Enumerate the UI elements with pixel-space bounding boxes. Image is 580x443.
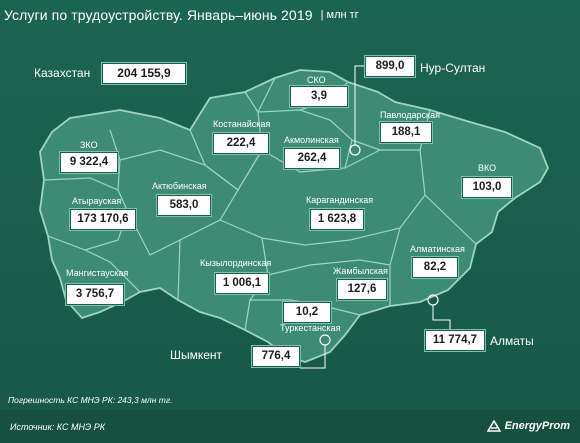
- shymkent-value: 776,4: [251, 345, 301, 368]
- kostanay-value: 222,4: [212, 132, 270, 155]
- title-bar: Услуги по трудоустройству. Январь–июнь 2…: [4, 4, 359, 26]
- zhambyl-border: [267, 227, 401, 276]
- vko-value: 103,0: [461, 176, 513, 199]
- energyprom-logo-icon: [486, 420, 501, 432]
- nur-sultan-leader: [354, 65, 365, 145]
- nur-sultan-label: Нур-Султан: [420, 61, 486, 75]
- turkestan-label: Туркестанская: [280, 323, 341, 333]
- aktobe-border: [119, 149, 239, 256]
- almaty-region-label: Алматинская: [410, 244, 465, 254]
- shymkent-leader: [300, 345, 326, 369]
- aktobe-value: 583,0: [156, 194, 212, 217]
- logo-text: EnergyProm: [504, 420, 570, 432]
- atyrau-border: [47, 189, 129, 251]
- atyrau-value: 173 170,6: [69, 208, 137, 231]
- shymkent-label: Шымкент: [170, 348, 223, 362]
- source-text: Источник: КС МНЭ РК: [10, 422, 106, 432]
- akmola-label: Акмолинская: [284, 135, 339, 145]
- aktobe-label: Актюбинская: [152, 181, 207, 191]
- almaty-region-value: 82,2: [411, 256, 459, 279]
- turkestan-value: 10,2: [282, 301, 332, 324]
- zko-label: ЗКО: [80, 140, 98, 150]
- logo: EnergyProm: [486, 420, 570, 432]
- akmola-value: 262,4: [283, 147, 341, 170]
- mangystau-border: [84, 249, 141, 293]
- mangystau-value: 3 756,7: [65, 283, 125, 306]
- sko-value: 3,9: [289, 85, 349, 108]
- pavlodar-value: 188,1: [379, 121, 433, 144]
- zko-value: 9 322,4: [59, 151, 119, 174]
- almaty-label: Алматы: [490, 334, 534, 348]
- karaganda-label: Карагандинская: [306, 195, 374, 205]
- kazakhstan-label: Казахстан: [34, 66, 91, 80]
- kazakhstan-value: 204 155,9: [101, 62, 187, 85]
- karaganda-value: 1 623,8: [309, 208, 365, 231]
- vko-label: ВКО: [478, 163, 497, 173]
- karaganda-border: [219, 149, 426, 246]
- error-margin-note: Погрешность КС МНЭ РК: 243,3 млн тг.: [8, 395, 173, 405]
- kyzylorda-value: 1 006,1: [214, 272, 270, 295]
- mangystau-label: Мангистауская: [66, 268, 129, 278]
- almaty-value: 11 774,7: [424, 329, 486, 352]
- pavlodar-label: Павлодарская: [380, 110, 440, 120]
- atyrau-label: Атырауская: [72, 196, 122, 206]
- kostanay-label: Костанайская: [213, 119, 271, 129]
- footer: Источник: КС МНЭ РК EnergyProm: [0, 410, 580, 443]
- kyzylorda-label: Кызылординская: [200, 258, 272, 268]
- nur-sultan-value: 899,0: [364, 55, 416, 78]
- page-title: Услуги по трудоустройству. Январь–июнь 2…: [4, 7, 313, 23]
- almaty-leader: [432, 305, 451, 330]
- unit-label: | млн тг: [320, 9, 359, 21]
- zhambyl-label: Жамбылская: [333, 266, 388, 276]
- sko-label: СКО: [307, 75, 326, 85]
- zhambyl-value: 127,6: [336, 278, 388, 301]
